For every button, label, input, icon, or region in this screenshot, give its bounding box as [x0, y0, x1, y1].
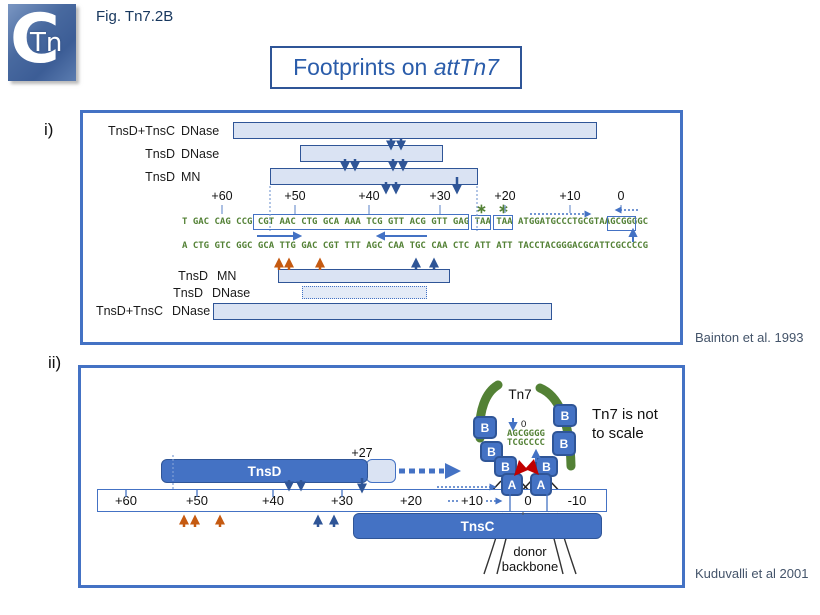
row-label-treatment: DNase [172, 304, 211, 318]
asterisk-taa1: ∗ [476, 201, 487, 216]
row-label-treatment: MN [181, 170, 201, 184]
footprint-bar-tnsd-tnsc-dnase-bottom [213, 303, 552, 320]
row-label-treatment: DNase [181, 124, 220, 138]
scale-label: 0 [617, 189, 625, 203]
insertion-seq-bottom: TCGCCCC [507, 438, 545, 448]
ruler-label: +60 [114, 493, 138, 508]
citation-kuduvalli: Kuduvalli et al 2001 [695, 566, 809, 581]
taa-codon-2: TAA [496, 217, 513, 227]
panel-i-index: i) [44, 120, 54, 139]
scale-label: +50 [284, 189, 306, 203]
insertion-site-seq: GCGGG [610, 217, 638, 227]
tnsa-box: A [530, 473, 552, 496]
footprint-bar-tnsd-tnsc-dnase-top [233, 122, 597, 139]
logo-c-glyph: C [10, 0, 60, 79]
asterisk-taa2: ∗ [498, 201, 509, 216]
panel-ii-index: ii) [48, 353, 62, 372]
footprint-bar-tnsd-mn-bottom [278, 269, 450, 283]
taa1-outline-box [471, 215, 491, 230]
insertion-seq-top: AGCGGGG [507, 429, 545, 439]
ruler-label: 0 [524, 493, 532, 508]
ruler-label: +40 [261, 493, 285, 508]
zero-position-label: 0 [521, 419, 527, 430]
tn7-label: Tn7 [508, 387, 532, 402]
row-label-protein: TnsD+TnsC [107, 124, 175, 138]
ruler-label: +30 [330, 493, 354, 508]
tnsd-extension-box [366, 459, 396, 483]
tnsb-box: B [473, 416, 497, 439]
row-label-protein: TnsD [145, 170, 175, 184]
scale-note: Tn7 is not to scale [592, 406, 658, 442]
tnsd-protein-bar: TnsD [161, 459, 368, 483]
scale-label: +40 [358, 189, 380, 203]
row-label-treatment: DNase [181, 147, 220, 161]
tnsd-binding-site-seq: CGT AAC CTG GCA AAA TCG GTT ACG GTT GAG [257, 217, 470, 227]
scale-label: +60 [211, 189, 233, 203]
tnsb-box: B [553, 404, 577, 427]
taa2-outline-box [493, 215, 513, 230]
ruler-label: -10 [567, 493, 587, 508]
footprint-bar-tnsd-dnase-bottom [302, 286, 427, 299]
ruler-label: +10 [460, 493, 484, 508]
row-label-protein: TnsD [145, 147, 175, 161]
ruler-label: +20 [399, 493, 423, 508]
title-box: Footprints on attTn7 [270, 46, 522, 89]
row-label-protein: TnsD+TnsC [95, 304, 163, 318]
position-ruler [97, 489, 607, 512]
scale-label: +10 [559, 189, 581, 203]
row-label-treatment: DNase [212, 286, 251, 300]
citation-bainton: Bainton et al. 1993 [695, 330, 804, 345]
scale-label: +30 [429, 189, 451, 203]
gcggg-outline-box [607, 216, 636, 231]
taa-codon-1: TAA [474, 217, 491, 227]
footprint-bar-tnsd-mn-top [270, 168, 478, 185]
tnsb-box: B [552, 431, 576, 456]
sequence-top-strand: T GAC CAG CCG CGT AAC CTG GCA AAA TCG GT… [182, 217, 649, 227]
page-title: Footprints on attTn7 [293, 54, 499, 80]
row-label-protein: TnsD [178, 269, 208, 283]
tnsa-box: A [501, 473, 523, 496]
pos27-label: +27 [351, 446, 373, 460]
figure-label: Fig. Tn7.2B [96, 8, 174, 25]
scale-label: +20 [494, 189, 516, 203]
logo-tn-text: Tn [30, 28, 63, 58]
donor-backbone-label: donor backbone [501, 544, 559, 574]
footprint-bar-tnsd-dnase-top [300, 145, 443, 162]
tnsd-site-outline-box [253, 214, 469, 230]
row-label-treatment: MN [217, 269, 237, 283]
row-label-protein: TnsD [173, 286, 203, 300]
tn-center-logo: C Tn [8, 0, 76, 81]
ruler-label: +50 [185, 493, 209, 508]
sequence-bottom-strand: A CTG GTC GGC GCA TTG GAC CGT TTT AGC CA… [182, 241, 648, 251]
title-italic-gene: attTn7 [433, 54, 499, 80]
tnsc-protein-bar: TnsC [353, 513, 602, 539]
